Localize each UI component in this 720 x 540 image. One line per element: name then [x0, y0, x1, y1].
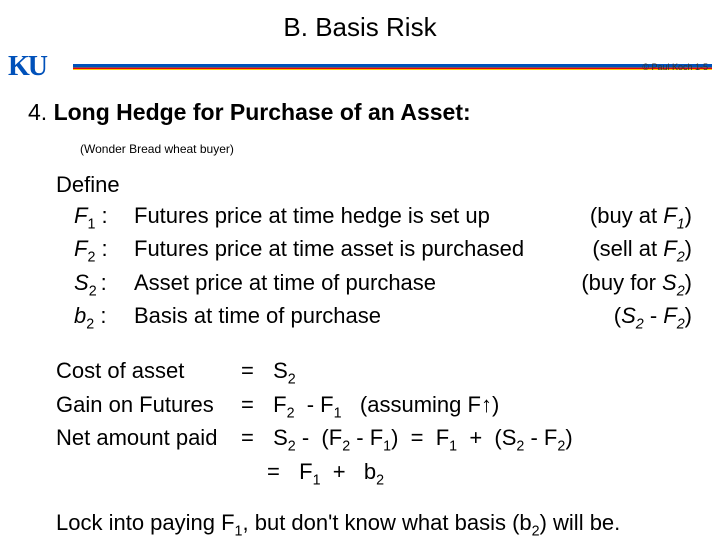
- eq-row: Cost of asset = S2: [56, 356, 692, 389]
- content-area: 4. Long Hedge for Purchase of an Asset: …: [0, 83, 720, 539]
- def-symbol: S2 :: [56, 268, 112, 301]
- conclusion: Lock into paying F1, but don't know what…: [56, 510, 692, 539]
- def-symbol: b2 :: [56, 301, 112, 334]
- conclusion-a: Lock into paying F: [56, 510, 235, 535]
- eq-rhs: S2: [267, 356, 692, 389]
- ku-logo: KU: [8, 51, 73, 83]
- heading-rest: for Purchase of an Asset:: [186, 99, 470, 125]
- subnote: (Wonder Bread wheat buyer): [80, 142, 692, 156]
- def-note: (buy for S2): [575, 268, 692, 301]
- eq-rhs: F2 - F1 (assuming F↑): [267, 390, 692, 423]
- def-note: (buy at F1): [584, 201, 692, 234]
- section-heading: 4. Long Hedge for Purchase of an Asset:: [28, 99, 692, 126]
- eq-row-cont: = F1 + b2: [56, 457, 692, 490]
- equations: Cost of asset = S2 Gain on Futures = F2 …: [56, 356, 692, 490]
- def-text: Futures price at time asset is purchased: [134, 234, 586, 267]
- eq-rhs: S2 - (F2 - F1) = F1 + (S2 - F2): [267, 423, 692, 456]
- def-row: b2 : Basis at time of purchase (S2 - F2): [56, 301, 692, 334]
- heading-bold: Long Hedge: [54, 99, 187, 125]
- def-text: Futures price at time hedge is set up: [134, 201, 584, 234]
- eq-label: Net amount paid: [56, 423, 241, 456]
- slide-title: B. Basis Risk: [0, 0, 720, 51]
- header-divider: KU: [0, 51, 720, 83]
- copyright: © Paul Koch 1-5: [642, 62, 708, 72]
- definitions: Define F1 : Futures price at time hedge …: [56, 170, 692, 334]
- def-text: Asset price at time of purchase: [134, 268, 575, 301]
- heading-number: 4.: [28, 99, 47, 125]
- eq-row: Gain on Futures = F2 - F1 (assuming F↑): [56, 390, 692, 423]
- def-symbol: F1 :: [56, 201, 112, 234]
- eq-rhs: F1 + b2: [293, 457, 692, 490]
- def-row: F1 : Futures price at time hedge is set …: [56, 201, 692, 234]
- eq-label: Gain on Futures: [56, 390, 241, 423]
- color-bar: [73, 64, 712, 70]
- def-symbol: F2 :: [56, 234, 112, 267]
- eq-row: Net amount paid = S2 - (F2 - F1) = F1 + …: [56, 423, 692, 456]
- conclusion-c: ) will be.: [540, 510, 621, 535]
- conclusion-b: , but don't know what basis (b: [243, 510, 532, 535]
- eq-label: Cost of asset: [56, 356, 241, 389]
- ku-mark: KU: [8, 51, 46, 83]
- def-text: Basis at time of purchase: [134, 301, 608, 334]
- def-note: (sell at F2): [586, 234, 692, 267]
- def-row: F2 : Futures price at time asset is purc…: [56, 234, 692, 267]
- assuming-note: (assuming F↑): [360, 392, 499, 417]
- def-row: S2 : Asset price at time of purchase (bu…: [56, 268, 692, 301]
- def-note: (S2 - F2): [608, 301, 692, 334]
- define-label: Define: [56, 170, 692, 201]
